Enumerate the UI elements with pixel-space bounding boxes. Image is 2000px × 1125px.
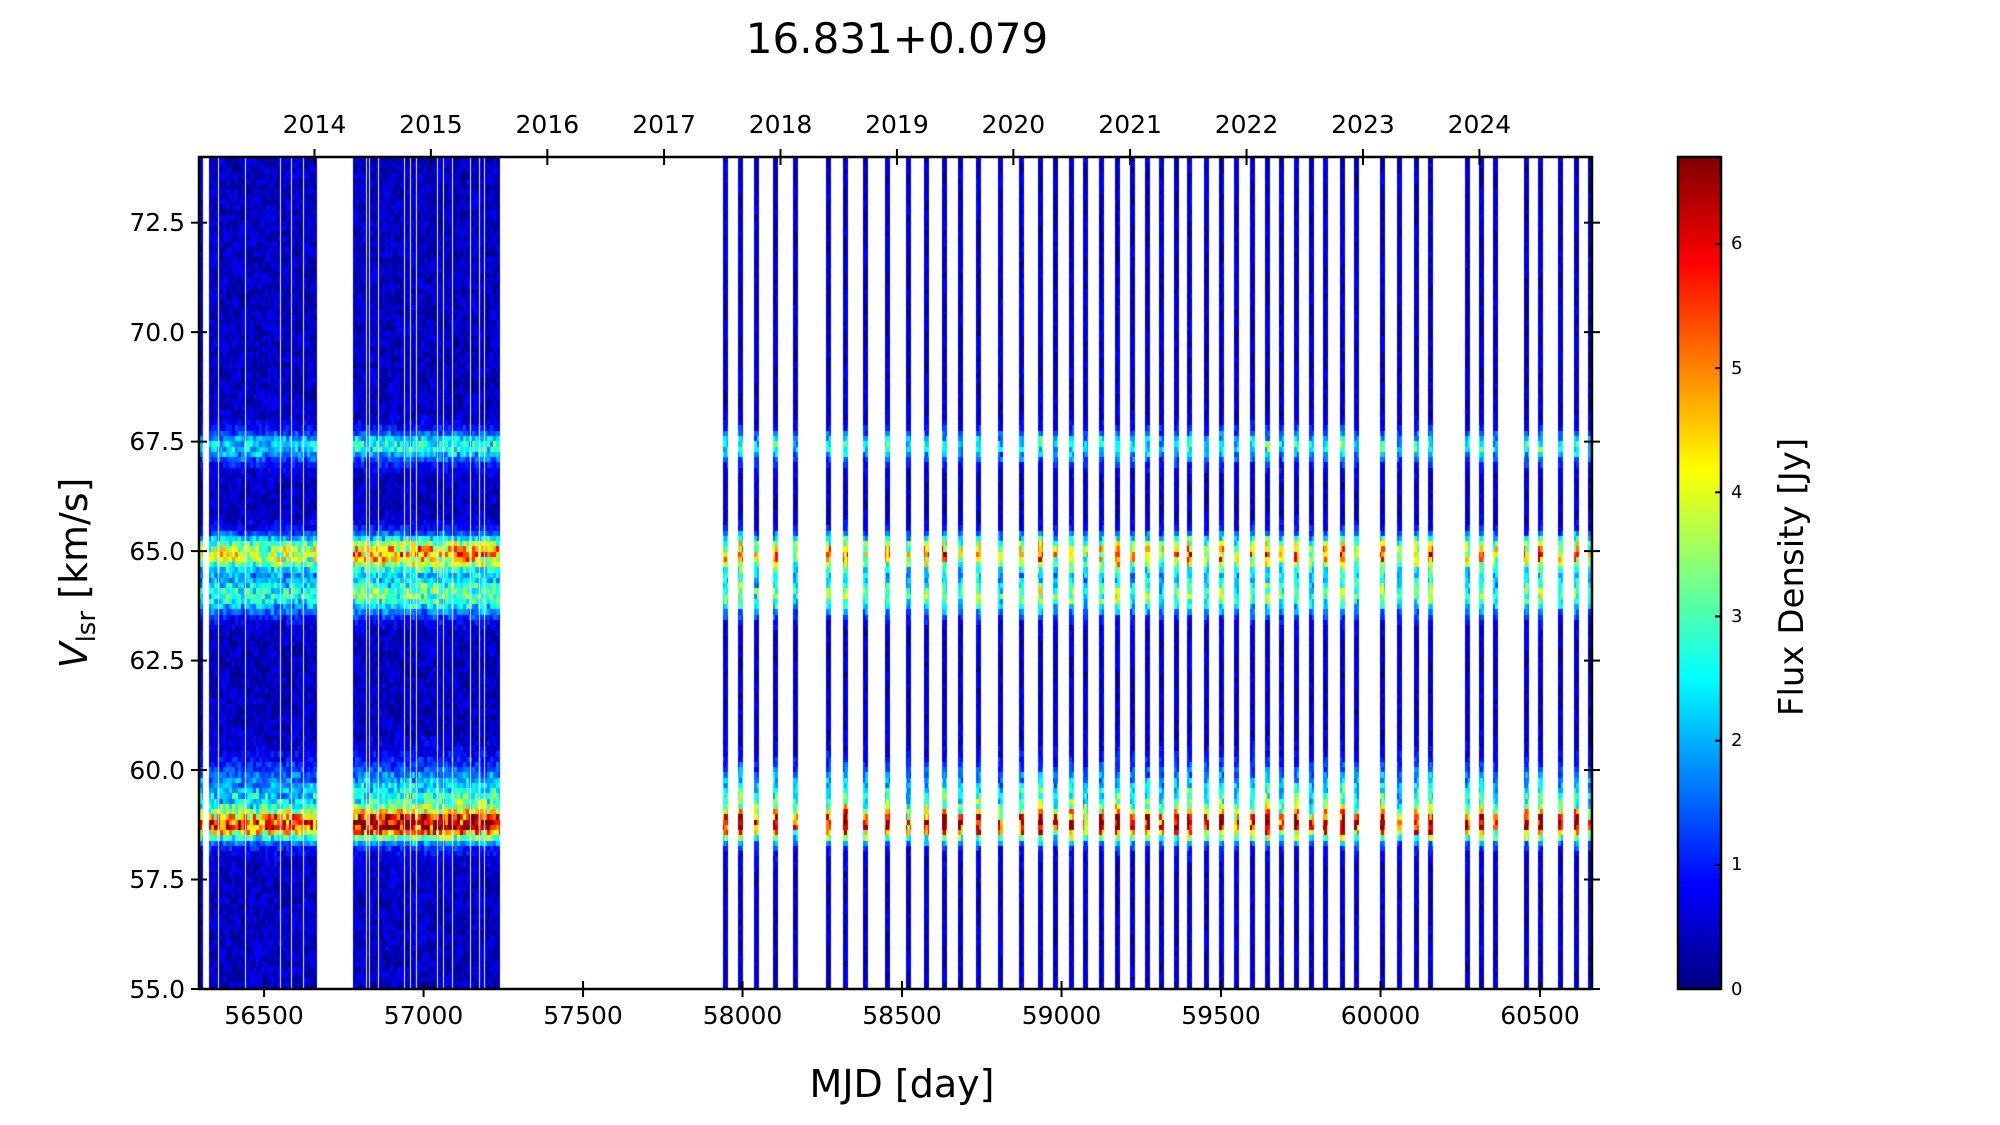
y-axis-label: Vlsr [km/s] — [52, 477, 102, 669]
y-tick-label-57.5: 57.5 — [129, 865, 185, 895]
x-tick-label-60000: 60000 — [1340, 1001, 1421, 1030]
colorbar-tick-label-3: 3 — [1731, 605, 1743, 627]
top-tick-label-2018: 2018 — [748, 110, 813, 139]
colorbar — [1678, 157, 1721, 989]
y-axis-label-main: V — [52, 642, 96, 669]
x-tick-label-58500: 58500 — [862, 1001, 942, 1030]
x-tick-label-56500: 56500 — [224, 1001, 304, 1030]
colorbar-tick-label-1: 1 — [1731, 854, 1743, 876]
y-tick-label-65.0: 65.0 — [129, 536, 185, 566]
colorbar-tick-label-0: 0 — [1731, 978, 1743, 1000]
top-tick-label-2020: 2020 — [981, 110, 1046, 139]
y-axis-label-unit: [km/s] — [52, 477, 96, 611]
top-tick-label-2023: 2023 — [1331, 110, 1395, 139]
y-tick-label-67.5: 67.5 — [129, 427, 185, 457]
x-tick-label-59000: 59000 — [1021, 1001, 1102, 1030]
top-tick-label-2019: 2019 — [865, 110, 929, 139]
x-tick-label-60500: 60500 — [1500, 1001, 1580, 1030]
top-tick-label-2024: 2024 — [1447, 110, 1512, 139]
x-tick-label-57000: 57000 — [383, 1001, 464, 1030]
y-tick-label-62.5: 62.5 — [129, 646, 185, 676]
top-tick-label-2016: 2016 — [515, 110, 580, 139]
y-tick-label-72.5: 72.5 — [129, 208, 185, 238]
x-axis-label: MJD [day] — [809, 1062, 995, 1106]
colorbar-label: Flux Density [Jy] — [1772, 437, 1812, 717]
top-tick-label-2015: 2015 — [399, 110, 463, 139]
colorbar-tick-label-6: 6 — [1731, 233, 1743, 255]
top-tick-label-2014: 2014 — [282, 110, 347, 139]
x-tick-label-57500: 57500 — [543, 1001, 623, 1030]
chart-title: 16.831+0.079 — [745, 14, 1049, 63]
y-tick-label-70.0: 70.0 — [129, 317, 185, 347]
y-axis-label-subscript: lsr — [72, 610, 102, 643]
colorbar-tick-label-4: 4 — [1731, 481, 1743, 503]
heatmap-plot-area — [199, 157, 1592, 989]
top-tick-label-2021: 2021 — [1098, 110, 1162, 139]
top-tick-label-2022: 2022 — [1214, 110, 1279, 139]
top-tick-label-2017: 2017 — [632, 110, 696, 139]
x-tick-label-58000: 58000 — [702, 1001, 783, 1030]
colorbar-tick-label-5: 5 — [1731, 357, 1743, 379]
x-tick-label-59500: 59500 — [1181, 1001, 1261, 1030]
colorbar-tick-label-2: 2 — [1731, 730, 1743, 752]
y-tick-label-55.0: 55.0 — [129, 974, 185, 1004]
y-tick-label-60.0: 60.0 — [129, 755, 185, 785]
